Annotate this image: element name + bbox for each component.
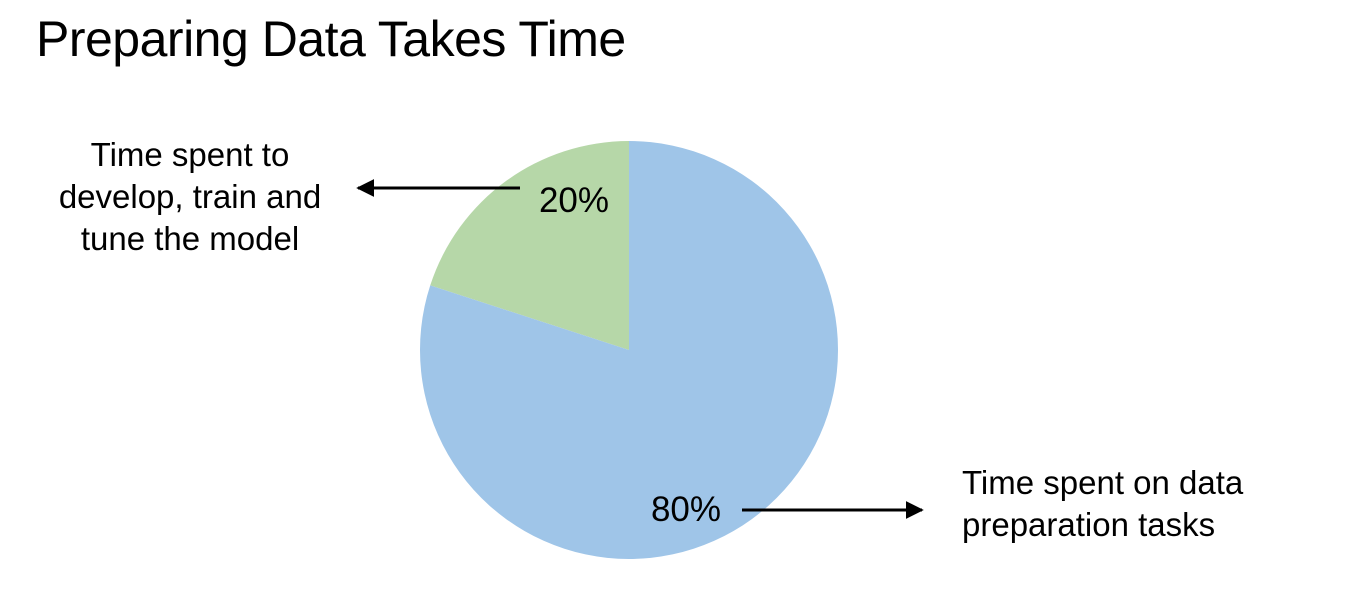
slice-data-label: 20%: [539, 181, 609, 220]
slice-data-label: 80%: [651, 490, 721, 529]
annotation-data-prep: Time spent on data preparation tasks: [962, 462, 1342, 546]
annotation-line: Time spent on data: [962, 464, 1244, 501]
pie-slices: [420, 141, 839, 559]
page-title: Preparing Data Takes Time: [36, 11, 626, 67]
annotation-model-time: Time spent to develop, train and tune th…: [30, 134, 350, 260]
pie-slice-20: [430, 141, 629, 350]
annotation-line: preparation tasks: [962, 506, 1216, 543]
annotation-line: develop, train and: [58, 178, 322, 215]
pie-slice-80: [420, 141, 839, 559]
annotation-line: tune the model: [80, 220, 300, 257]
pie-labels: 20% 80%: [539, 181, 721, 529]
annotation-line: Time spent to: [90, 136, 290, 173]
